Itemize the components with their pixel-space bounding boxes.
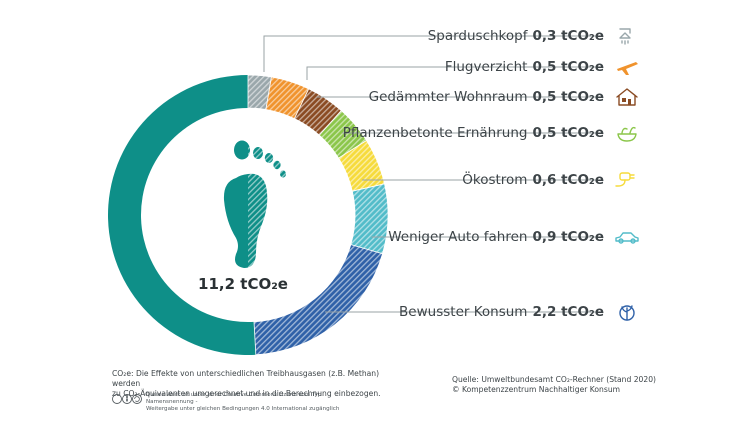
segment-name: Flugverzicht: [444, 59, 528, 75]
segment-value: 0,5 tCO₂e: [532, 125, 604, 141]
donut-segments: [107, 74, 389, 356]
segment-value: 0,9 tCO₂e: [532, 229, 604, 245]
total-value: 11,2 tCO₂e: [198, 275, 288, 293]
license-line-2: Weitergabe unter gleichen Bedingungen 4.…: [146, 406, 340, 412]
segment-label-4: Pflanzenbetonte Ernährung 0,5 tCO₂e: [343, 124, 604, 142]
license-text: Dieses Werk ist unter einer Creative Com…: [146, 392, 366, 413]
house-icon: [616, 88, 638, 106]
footnote-line-2: zu CO₂-Äquivalenten umgerechnet und in d…: [112, 389, 381, 398]
segment-label-7: Bewusster Konsum 2,2 tCO₂e: [399, 303, 604, 321]
source-line-2: © Kompetenzzentrum Nachhaltiger Konsum: [452, 385, 621, 394]
segment-name: Gedämmter Wohnraum: [368, 89, 528, 105]
segment-value: 0,3 tCO₂e: [532, 28, 604, 44]
segment-label-1: Sparduschkopf 0,3 tCO₂e: [428, 27, 604, 45]
segment-label-3: Gedämmter Wohnraum 0,5 tCO₂e: [369, 88, 604, 106]
car-icon: [615, 232, 639, 244]
source-line-1: Quelle: Umweltbundesamt CO₂-Rechner (Sta…: [452, 375, 657, 384]
segment-name: Sparduschkopf: [427, 28, 528, 44]
segment-name: Pflanzenbetonte Ernährung: [342, 125, 528, 141]
segment-name: Weniger Auto fahren: [388, 229, 528, 245]
footnote-line-1: CO₂e: Die Effekte von unterschiedlichen …: [112, 369, 380, 388]
segment-label-6: Weniger Auto fahren 0,9 tCO₂e: [388, 228, 604, 246]
leader-line-2: [306, 66, 600, 80]
co2e-footnote: CO₂e: Die Effekte von unterschiedlichen …: [112, 369, 402, 399]
segment-label-5: Ökostrom 0,6 tCO₂e: [462, 171, 604, 189]
segment-value: 0,5 tCO₂e: [532, 59, 604, 75]
shower-head-icon: [619, 28, 631, 45]
globe-plant-icon: [619, 305, 635, 321]
segment-name: Bewusster Konsum: [399, 304, 528, 320]
airplane-icon: [617, 62, 638, 75]
segment-value: 0,5 tCO₂e: [532, 89, 604, 105]
segment-value: 0,6 tCO₂e: [532, 172, 604, 188]
vegetable-bowl-icon: [617, 126, 637, 142]
leader-lines: [263, 35, 600, 313]
segment-label-2: Flugverzicht 0,5 tCO₂e: [445, 58, 604, 76]
license-line-1: Dieses Werk ist unter einer Creative Com…: [146, 392, 322, 405]
segment-value: 2,2 tCO₂e: [532, 304, 604, 320]
source-info: Quelle: Umweltbundesamt CO₂-Rechner (Sta…: [452, 375, 656, 395]
segment-6: [350, 183, 389, 255]
creative-commons-icon: [112, 394, 142, 404]
segment-7: [253, 244, 384, 356]
leader-line-1: [263, 35, 600, 72]
segment-name: Ökostrom: [462, 172, 528, 188]
footprint-icon: [223, 140, 286, 268]
segment-remainder: [107, 75, 256, 355]
power-plug-icon: [615, 172, 635, 187]
